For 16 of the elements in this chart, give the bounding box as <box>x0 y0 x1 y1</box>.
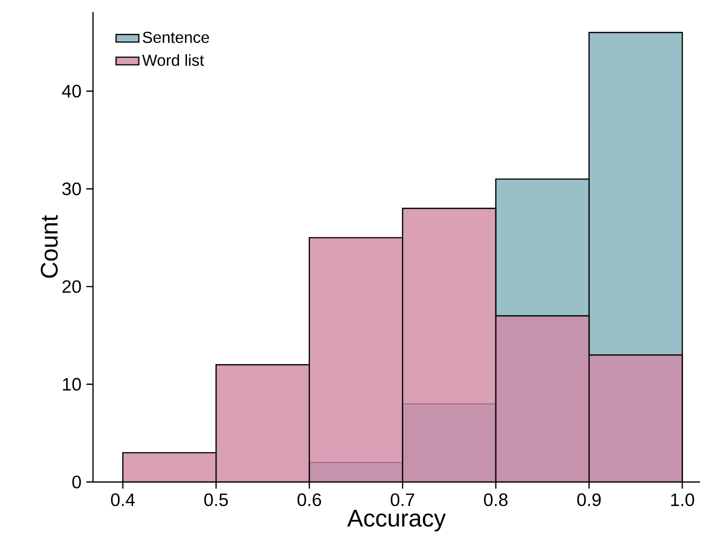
x-tick-label: 0.5 <box>204 493 228 506</box>
y-tick-label: 10 <box>62 378 81 391</box>
y-tick-label: 20 <box>62 280 81 293</box>
x-tick-label: 1.0 <box>671 493 694 506</box>
legend-label: Word list <box>142 54 204 66</box>
x-tick-label: 0.9 <box>577 493 601 506</box>
legend-label: Sentence <box>142 32 209 44</box>
y-axis-title: Count <box>40 215 58 278</box>
y-tick-label: 30 <box>62 182 81 196</box>
x-tick-label: 0.7 <box>390 493 414 506</box>
y-tick-label: 0 <box>72 476 81 488</box>
x-tick-label: 0.6 <box>298 493 322 506</box>
x-axis-title: Accuracy <box>347 510 446 532</box>
y-tick-label: 40 <box>62 84 81 98</box>
x-tick-label: 0.8 <box>484 493 508 506</box>
x-tick-label: 0.4 <box>111 493 135 506</box>
